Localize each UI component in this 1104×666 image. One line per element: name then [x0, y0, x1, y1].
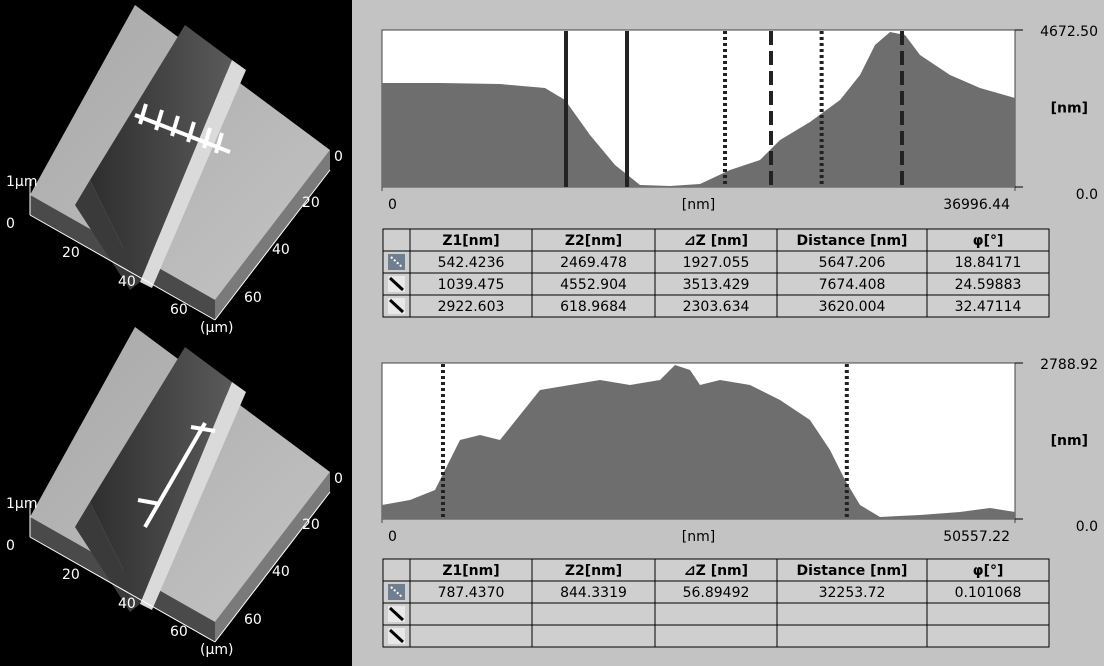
x-tick-label: 0 [388, 197, 397, 213]
axis-tick-label: 40 [272, 242, 290, 258]
axis-tick-label: 60 [244, 612, 262, 628]
axis-tick-label: 60 [170, 624, 188, 640]
table-cell: 1039.475 [438, 277, 505, 293]
cursor-icon [388, 254, 405, 270]
table-cell: 18.84171 [955, 255, 1022, 271]
y-tick-label: 4672.50 [1040, 24, 1098, 40]
axis-tick-label: 20 [302, 195, 320, 211]
cursor-icon [388, 606, 405, 622]
cursor-icon [388, 298, 405, 314]
table-cell: 0.101068 [955, 585, 1022, 601]
axis-tick-label: 0 [334, 149, 343, 165]
y-axis-label: [nm] [1051, 101, 1088, 117]
profile-area [382, 365, 1015, 519]
axis-tick-label: 20 [302, 517, 320, 533]
axis-tick-label: 60 [170, 302, 188, 318]
cursor-icon [388, 584, 405, 600]
column-header: ⊿Z [nm] [684, 233, 748, 249]
z-zero: 0 [6, 538, 15, 554]
x-axis-label: [nm] [682, 197, 715, 213]
profile-area [382, 31, 1015, 187]
table-cell: 1927.055 [683, 255, 750, 271]
x-tick-label: 50557.22 [943, 529, 1010, 545]
axis-tick-label: 40 [272, 564, 290, 580]
column-header: Z1[nm] [442, 563, 499, 579]
axis-tick-label: 0 [334, 471, 343, 487]
axis-tick-label: 40 [118, 596, 136, 612]
axis-tick-label: 40 [118, 274, 136, 290]
table-cell: 542.4236 [438, 255, 505, 271]
column-header: Distance [nm] [797, 233, 908, 249]
y-tick-label: 0.0 [1076, 519, 1098, 535]
x-axis-label: [nm] [682, 529, 715, 545]
table-cell: 56.89492 [683, 585, 750, 601]
table-cell: 844.3319 [560, 585, 627, 601]
table-cell: 2469.478 [560, 255, 627, 271]
y-axis-label: [nm] [1051, 433, 1088, 449]
table-cell: 5647.206 [819, 255, 886, 271]
column-header: Distance [nm] [797, 563, 908, 579]
axis-tick-label: 60 [244, 290, 262, 306]
x-tick-label: 0 [388, 529, 397, 545]
line-marker [134, 103, 231, 154]
table-cell: 32253.72 [819, 585, 886, 601]
line-marker [137, 422, 216, 528]
cursor-icon [390, 586, 403, 598]
cursor-icon [388, 628, 405, 644]
z-label: 1µm [6, 496, 37, 512]
table-cell: 2303.634 [683, 299, 750, 315]
axis-unit: (µm) [200, 642, 233, 658]
column-header: Z1[nm] [442, 233, 499, 249]
cursor-icon [388, 276, 405, 292]
cursor-icon [390, 256, 403, 268]
x-tick-label: 36996.44 [943, 197, 1010, 213]
table-cell: 2922.603 [438, 299, 505, 315]
z-zero: 0 [6, 216, 15, 232]
axis-unit: (µm) [200, 320, 233, 336]
table-cell: 3513.429 [683, 277, 750, 293]
y-tick-label: 2788.92 [1040, 357, 1098, 373]
table-cell: 24.59883 [955, 277, 1022, 293]
axis-tick-label: 20 [62, 245, 80, 261]
z-label: 1µm [6, 174, 37, 190]
table-cell: 787.4370 [438, 585, 505, 601]
table-cell: 7674.408 [819, 277, 886, 293]
column-header: φ[°] [973, 233, 1004, 249]
table-cell: 3620.004 [819, 299, 886, 315]
column-header: Z2[nm] [565, 233, 622, 249]
column-header: φ[°] [973, 563, 1004, 579]
column-header: ⊿Z [nm] [684, 563, 748, 579]
column-header: Z2[nm] [565, 563, 622, 579]
axis-tick-label: 20 [62, 567, 80, 583]
table-cell: 4552.904 [560, 277, 627, 293]
table-cell: 32.47114 [955, 299, 1022, 315]
table-cell: 618.9684 [560, 299, 627, 315]
y-tick-label: 0.0 [1076, 187, 1098, 203]
